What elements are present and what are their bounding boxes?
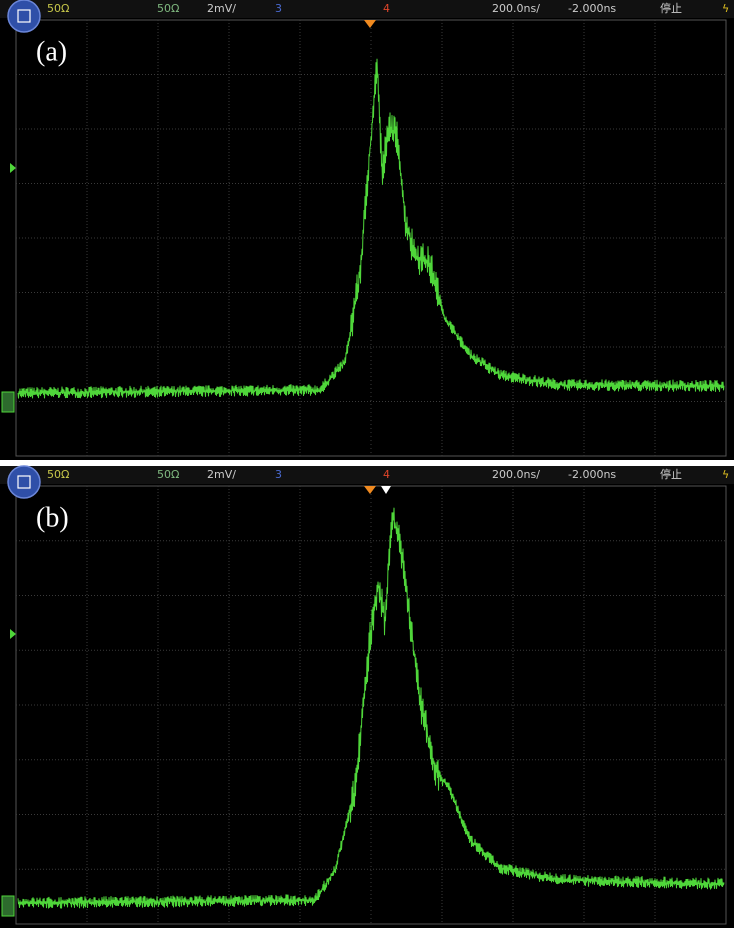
delay-marker — [381, 486, 391, 494]
header-ch3: 3 — [275, 2, 282, 15]
header-scale: 2mV/ — [207, 468, 236, 481]
header-scale: 2mV/ — [207, 2, 236, 15]
scope-panel: 50Ω 50Ω 2mV/3 4 200.0ns/ -2.000ns 停止 ϟ (b) — [0, 465, 734, 928]
menu-button[interactable] — [7, 0, 41, 33]
trigger-position-marker — [364, 20, 376, 28]
trigger-icon: ϟ — [722, 468, 729, 481]
header-timebase: 200.0ns/ — [492, 468, 540, 481]
header-delay: -2.000ns — [568, 468, 616, 481]
panel-label: (b) — [36, 502, 69, 533]
header-ch3: 3 — [275, 468, 282, 481]
header-bar — [0, 466, 734, 484]
waveform-trace — [17, 507, 725, 909]
header-ch1-impedance: 50Ω — [47, 2, 69, 15]
header-ch1-impedance: 50Ω — [47, 468, 69, 481]
header-ch2-impedance: 50Ω — [157, 468, 179, 481]
waveform-trace — [17, 58, 725, 399]
header-ch2-impedance: 50Ω — [157, 2, 179, 15]
trigger-level-marker — [10, 163, 16, 173]
trigger-position-marker — [364, 486, 376, 494]
header-ch4: 4 — [383, 468, 390, 481]
header-bar — [0, 0, 734, 18]
header-status: 停止 — [660, 1, 682, 15]
scope-panel: 50Ω 50Ω 2mV/3 4 200.0ns/ -2.000ns 停止 ϟ (a) — [0, 0, 734, 460]
header-timebase: 200.0ns/ — [492, 2, 540, 15]
header-delay: -2.000ns — [568, 2, 616, 15]
panel-background — [0, 466, 734, 928]
menu-icon — [17, 475, 31, 489]
menu-button[interactable] — [7, 465, 41, 499]
trigger-icon: ϟ — [722, 2, 729, 15]
header-ch4: 4 — [383, 2, 390, 15]
ground-marker — [1, 895, 15, 917]
panel-label: (a) — [36, 36, 67, 67]
header-status: 停止 — [660, 467, 682, 481]
ground-marker — [1, 391, 15, 413]
trigger-level-marker — [10, 629, 16, 639]
menu-icon — [17, 9, 31, 23]
